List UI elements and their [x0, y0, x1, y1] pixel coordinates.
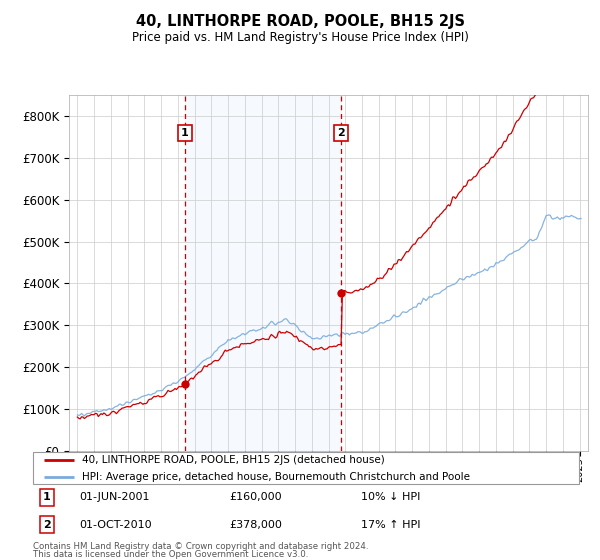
- Text: 40, LINTHORPE ROAD, POOLE, BH15 2JS (detached house): 40, LINTHORPE ROAD, POOLE, BH15 2JS (det…: [82, 455, 385, 465]
- Bar: [185, 95, 341, 451]
- Text: HPI: Average price, detached house, Bournemouth Christchurch and Poole: HPI: Average price, detached house, Bour…: [82, 472, 470, 482]
- Text: 01-OCT-2010: 01-OCT-2010: [79, 520, 152, 530]
- Text: Contains HM Land Registry data © Crown copyright and database right 2024.: Contains HM Land Registry data © Crown c…: [33, 542, 368, 550]
- FancyBboxPatch shape: [33, 452, 579, 484]
- Text: 17% ↑ HPI: 17% ↑ HPI: [361, 520, 420, 530]
- Text: £378,000: £378,000: [230, 520, 283, 530]
- Text: Price paid vs. HM Land Registry's House Price Index (HPI): Price paid vs. HM Land Registry's House …: [131, 31, 469, 44]
- Text: 1: 1: [43, 492, 50, 502]
- Text: 40, LINTHORPE ROAD, POOLE, BH15 2JS: 40, LINTHORPE ROAD, POOLE, BH15 2JS: [136, 14, 464, 29]
- Text: £160,000: £160,000: [230, 492, 282, 502]
- Text: 2: 2: [337, 128, 345, 138]
- Text: 2: 2: [43, 520, 50, 530]
- Text: This data is licensed under the Open Government Licence v3.0.: This data is licensed under the Open Gov…: [33, 550, 308, 559]
- Text: 01-JUN-2001: 01-JUN-2001: [79, 492, 150, 502]
- Text: 1: 1: [181, 128, 189, 138]
- Text: 10% ↓ HPI: 10% ↓ HPI: [361, 492, 420, 502]
